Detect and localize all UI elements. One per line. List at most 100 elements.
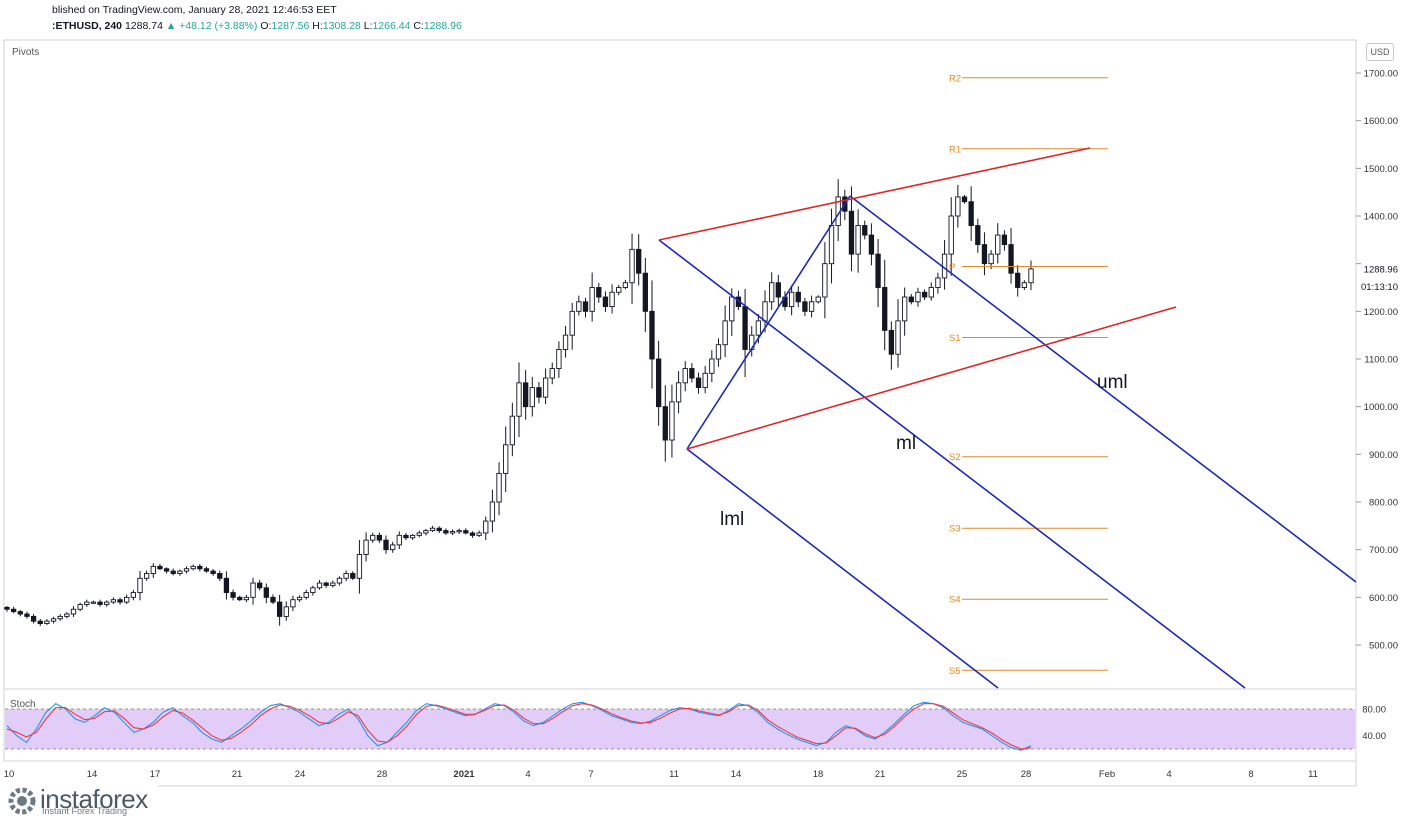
- candle-body: [882, 287, 888, 331]
- candle-body: [483, 520, 489, 534]
- candle-body: [476, 532, 482, 536]
- candle-body: [283, 606, 289, 617]
- price-change: ▲ +48.12 (+3.88%): [165, 20, 258, 32]
- candle-body: [423, 530, 429, 534]
- time-tick-label: 14: [87, 769, 98, 780]
- low-label: L:: [363, 20, 373, 32]
- annotation-group: uml ml lml: [720, 372, 1128, 530]
- candle-body: [788, 291, 795, 308]
- time-axis: 10 14 17 21 24 28 2021 4 7 11 14 18 21 25 28 Feb 4 8 11: [4, 769, 1318, 780]
- candle-body: [636, 248, 642, 274]
- upper-channel-line[interactable]: [658, 147, 1091, 241]
- candle-body: [396, 534, 402, 546]
- candle-body: [30, 615, 37, 622]
- candle-body: [981, 244, 988, 265]
- candle-body: [616, 287, 622, 293]
- stoch-indicator-label[interactable]: Stoch: [10, 699, 36, 710]
- candle-body: [97, 601, 103, 605]
- candle-body: [370, 534, 376, 541]
- pitchfork-lower-line[interactable]: [686, 448, 999, 689]
- candle-body: [642, 272, 648, 312]
- published-caption: blished on TradingView.com, January 28, …: [52, 4, 337, 16]
- annotation-ml: ml: [896, 433, 916, 454]
- candle-body: [848, 210, 855, 255]
- candle-body: [230, 592, 236, 598]
- candle-body: [250, 582, 256, 598]
- currency-button[interactable]: USD: [1366, 43, 1394, 61]
- time-tick-label: Feb: [1099, 769, 1115, 780]
- candle-body: [390, 544, 396, 551]
- candle-body: [237, 596, 243, 601]
- candle-body: [662, 406, 668, 441]
- candle-body: [177, 570, 183, 574]
- candle-body: [323, 582, 329, 586]
- stoch-tick-label: 80.00: [1362, 705, 1386, 716]
- candle-body: [655, 358, 662, 408]
- candle-body: [908, 296, 914, 303]
- lower-channel-line[interactable]: [686, 306, 1177, 450]
- pitchfork-handle[interactable]: [686, 195, 851, 450]
- time-tick-label: 4: [1166, 769, 1171, 780]
- candle-body: [862, 225, 868, 236]
- candle-body: [203, 568, 210, 572]
- published-text: blished on TradingView.com, January 28, …: [52, 4, 337, 16]
- candle-body: [336, 577, 343, 584]
- pivots-indicator-label[interactable]: Pivots: [12, 47, 40, 58]
- pivot-label-p: P: [949, 262, 955, 273]
- price-tick-label: 1700.00: [1364, 69, 1398, 80]
- candle-body: [350, 573, 356, 579]
- pitchfork-median-line[interactable]: [658, 239, 1246, 689]
- candle-body: [569, 310, 575, 336]
- time-tick-label: 7: [588, 769, 593, 780]
- candle-body: [110, 599, 117, 603]
- candle-body: [463, 530, 469, 534]
- candle-body: [808, 301, 815, 312]
- pivot-label-s1: S1: [949, 333, 961, 344]
- time-tick-label: 24: [295, 769, 306, 780]
- candle-body: [775, 282, 781, 298]
- pivot-lines-group: R2 R1 P S1 S2 S3 S4 S5: [949, 73, 1108, 677]
- brand-name: instaforex: [40, 784, 148, 814]
- candle-body: [257, 582, 263, 589]
- time-tick-label: 8: [1248, 769, 1253, 780]
- candle-body: [995, 234, 1001, 255]
- candle-body: [4, 606, 10, 610]
- candle-body: [562, 334, 569, 350]
- price-tick-label: 700.00: [1369, 545, 1398, 556]
- candle-body: [755, 320, 762, 336]
- candle-body: [1008, 244, 1014, 274]
- stoch-band-group: [5, 708, 1355, 750]
- candle-body: [769, 282, 775, 303]
- time-tick-label: 11: [1308, 769, 1318, 780]
- instaforex-logo: [0, 782, 158, 819]
- candle-body: [104, 601, 110, 605]
- candle-body: [961, 196, 968, 203]
- candle-body: [536, 387, 542, 398]
- candle-body: [1028, 268, 1034, 284]
- candle-body: [702, 372, 708, 389]
- candle-body: [589, 287, 595, 312]
- candle-body: [157, 565, 163, 570]
- pitchfork-upper-line[interactable]: [849, 195, 1357, 583]
- candle-body: [556, 349, 562, 369]
- candle-body: [1001, 234, 1008, 246]
- candle-body: [316, 582, 323, 589]
- candle-body: [802, 301, 808, 312]
- time-tick-label: 4: [525, 769, 530, 780]
- high-value: 1308.28: [322, 20, 361, 32]
- candle-body: [150, 565, 156, 574]
- gear-icon: [8, 787, 36, 815]
- candle-body: [170, 570, 176, 574]
- time-tick-label: 25: [957, 769, 968, 780]
- price-tick-label: 1000.00: [1364, 402, 1398, 413]
- candle-body: [436, 527, 442, 532]
- candle-body: [24, 613, 30, 617]
- candle-body: [117, 599, 123, 603]
- price-tick-label: 900.00: [1369, 450, 1398, 461]
- candle-body: [675, 382, 682, 403]
- candle-body: [509, 415, 516, 446]
- candle-body: [709, 358, 715, 374]
- price-pane-frame: [3, 39, 1357, 690]
- candle-body: [443, 530, 449, 534]
